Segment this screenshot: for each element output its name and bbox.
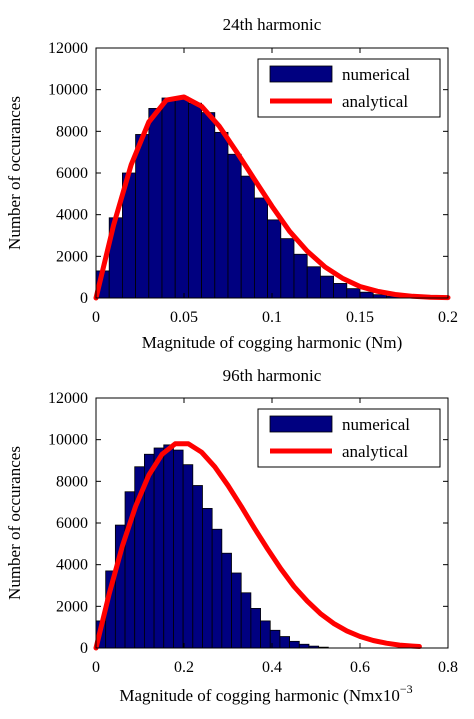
histogram-bar [214,131,229,299]
y-tick-label: 0 [80,640,88,657]
histogram-bar [201,112,216,299]
x-axis-label: Magnitude of cogging harmonic (Nm) [142,333,403,352]
chart-title: 96th harmonic [223,366,322,385]
histogram-bar [267,219,282,299]
x-tick-label: 0.2 [438,309,458,326]
chart-title: 24th harmonic [223,15,322,34]
chart-2 [93,397,449,651]
histogram-bar [280,238,295,299]
legend-label-analytical: analytical [342,92,408,111]
histogram-bar [161,97,176,299]
histogram-bar [182,464,194,649]
y-tick-label: 2000 [56,248,88,265]
histogram-bar [187,102,202,299]
chart-1 [93,47,451,301]
histogram-bar [289,640,300,649]
x-axis-label-text: Magnitude of cogging harmonic (Nmx10 [119,686,399,705]
x-tick-label: 0.6 [350,659,370,676]
analytical-curve [93,441,422,651]
histogram-bar [260,620,271,649]
histogram-bar [153,447,165,649]
histogram-bar [192,485,203,649]
legend-swatch-numerical [269,65,333,83]
y-tick-label: 8000 [56,473,88,490]
x-tick-label: 0.2 [174,659,194,676]
histogram-bar [298,643,310,649]
histogram-bar [211,528,223,649]
x-tick-label: 0.15 [346,309,374,326]
x-tick-label: 0 [92,309,100,326]
x-tick-label: 0.8 [438,659,458,676]
x-tick-label: 0.05 [170,309,198,326]
histogram-bar [227,153,242,299]
y-tick-label: 6000 [56,515,88,532]
y-tick-label: 10000 [48,82,88,99]
y-tick-label: 4000 [56,557,88,574]
x-tick-label: 0.4 [262,659,282,676]
legend [257,58,441,118]
legend-label-analytical: analytical [342,442,408,461]
legend-label-numerical: numerical [342,415,410,434]
x-axis-label-exponent: −3 [400,682,413,696]
histogram-bar [250,608,261,649]
y-tick-label: 4000 [56,207,88,224]
x-tick-label: 0 [92,659,100,676]
y-tick-label: 10000 [48,432,88,449]
analytical-curve [93,94,451,301]
x-axis-label-text: Magnitude of cogging harmonic (Nm) [142,333,403,352]
histogram-bar [174,96,189,299]
legend-swatch-numerical [269,415,333,433]
histogram-bar [333,283,348,299]
histogram-bar [135,134,150,299]
histogram-bar [253,197,268,299]
y-tick-label: 2000 [56,598,88,615]
histogram-bar [279,636,291,649]
legend-label-numerical: numerical [342,65,410,84]
histogram-bar [163,444,174,649]
histogram-bar [306,266,321,299]
y-axis-label: Number of occurances [5,446,24,600]
histogram-bar [293,253,308,299]
histogram-bar [231,572,242,649]
y-tick-label: 12000 [48,40,88,57]
legend [257,408,441,468]
y-tick-label: 12000 [48,390,88,407]
histogram-bar [240,175,255,299]
histogram-bar [202,508,213,649]
histogram-bar [221,552,232,649]
histogram-bar [359,291,374,299]
histogram-bar [148,108,163,299]
x-axis-label: Magnitude of cogging harmonic (Nmx10−3 [119,682,412,705]
y-tick-label: 0 [80,290,88,307]
histogram-bar [346,288,361,299]
y-axis-label: Number of occurances [5,96,24,250]
histogram-bar [240,592,252,649]
histogram-bar [173,449,184,649]
y-tick-label: 6000 [56,165,88,182]
y-tick-label: 8000 [56,123,88,140]
x-tick-label: 0.1 [262,309,282,326]
histogram-bar [319,275,334,299]
